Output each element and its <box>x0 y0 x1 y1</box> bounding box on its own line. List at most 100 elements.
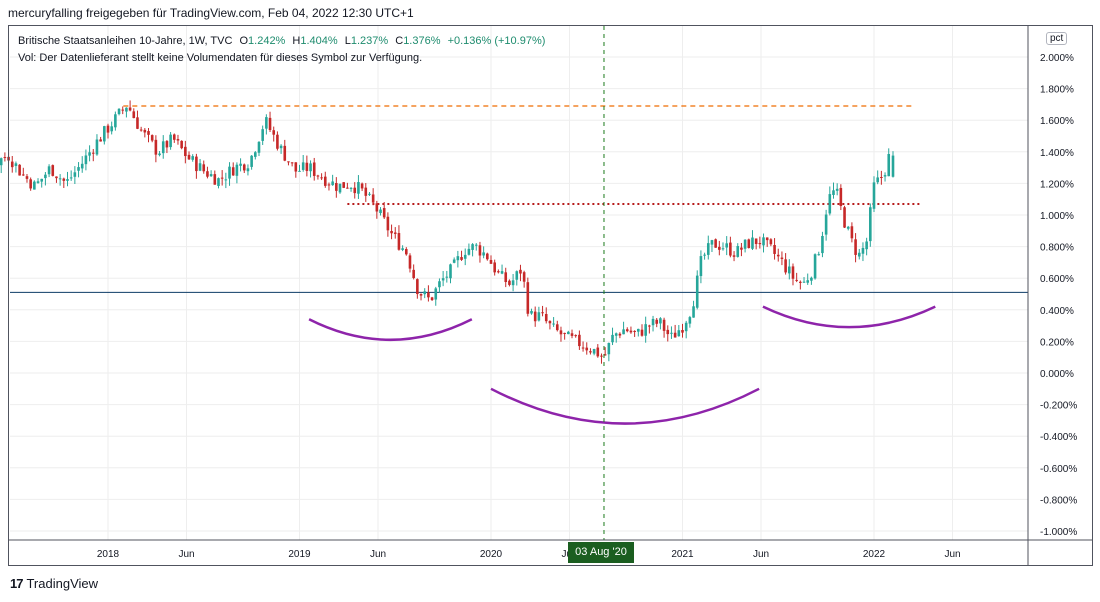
candle-body <box>195 156 198 172</box>
candle-body <box>865 241 868 250</box>
candle-body <box>69 177 73 179</box>
candle-body <box>732 255 736 257</box>
y-tick-label: 0.200% <box>1040 337 1074 348</box>
legend-open-label: O <box>239 35 249 47</box>
chart-frame <box>8 25 1093 566</box>
candle-body <box>670 332 673 334</box>
candle-body <box>515 271 519 280</box>
candle-body <box>33 181 36 190</box>
candle-body <box>784 259 787 273</box>
legend-close-label: C <box>395 35 404 47</box>
candle-body <box>714 239 717 248</box>
candle-body <box>379 209 382 214</box>
candle-body <box>231 167 235 176</box>
candle-body <box>235 164 239 176</box>
candle-body <box>18 164 21 176</box>
candle-body <box>471 244 474 250</box>
candle-body <box>659 318 662 324</box>
candle-body <box>438 281 441 288</box>
candle-body <box>526 282 530 314</box>
candle-body <box>489 259 493 264</box>
candle-body <box>261 129 264 141</box>
y-tick-label: 1.800% <box>1040 85 1074 96</box>
candle-body <box>382 208 386 218</box>
candle-body <box>813 254 817 279</box>
candle-body <box>21 174 25 176</box>
candle-body <box>430 297 434 301</box>
candle-body <box>371 194 375 203</box>
candle-body <box>622 329 625 335</box>
candle-body <box>655 319 659 324</box>
candle-body <box>114 114 117 128</box>
candle-body <box>390 230 393 234</box>
candle-body <box>191 156 195 160</box>
candle-body <box>309 163 312 172</box>
axis-unit-badge[interactable]: pct <box>1046 32 1068 45</box>
y-tick-label: 0.000% <box>1040 369 1074 380</box>
candle-body <box>725 243 728 248</box>
candle-body <box>570 333 574 336</box>
candle-body <box>710 240 714 245</box>
candle-body <box>110 126 113 132</box>
candle-body <box>762 237 765 246</box>
candle-body <box>423 291 427 295</box>
candle-body <box>478 245 482 256</box>
candle-body <box>736 246 740 257</box>
candle-body <box>257 141 261 153</box>
candle-body <box>393 232 397 234</box>
candle-body <box>312 162 316 176</box>
candle-body <box>541 312 544 314</box>
candle-body <box>504 272 508 283</box>
arc-annotation <box>308 318 473 342</box>
candle-body <box>533 311 537 322</box>
candle-body <box>776 254 780 257</box>
candle-body <box>721 248 725 250</box>
candle-body <box>154 139 158 155</box>
candle-body <box>172 134 176 140</box>
candle-body <box>445 276 449 278</box>
annotation-arcs <box>308 305 936 425</box>
candle-body <box>298 170 301 172</box>
candle-body <box>806 280 810 283</box>
x-tick-label: Jun <box>370 549 386 560</box>
candle-body <box>467 248 471 255</box>
candle-body <box>246 168 250 172</box>
candle-body <box>835 188 839 191</box>
candle-body <box>184 146 187 157</box>
candle-body <box>633 330 636 332</box>
candle-body <box>331 181 334 186</box>
candle-body <box>530 310 533 314</box>
candle-body <box>651 318 655 326</box>
candle-body <box>758 243 762 245</box>
candle-body <box>765 237 769 241</box>
candle-body <box>404 249 408 255</box>
candle-body <box>327 184 331 186</box>
candle-body <box>824 214 828 235</box>
candle-body <box>375 203 379 212</box>
candle-body <box>589 351 592 353</box>
x-tick-label: Jun <box>178 549 194 560</box>
candle-body <box>846 226 850 229</box>
candle-body <box>0 158 3 166</box>
footer-brand[interactable]: 17 TradingView <box>10 576 98 591</box>
candle-body <box>180 140 183 149</box>
candle-body <box>666 329 670 335</box>
x-tick-label: 2019 <box>288 549 311 560</box>
candle-body <box>242 164 246 171</box>
candle-body <box>637 328 640 332</box>
candle-body <box>283 145 287 161</box>
candle-body <box>644 324 647 336</box>
candle-body <box>77 167 80 171</box>
candle-body <box>802 281 806 283</box>
candle-body <box>629 330 633 333</box>
candle-body <box>62 178 66 181</box>
candle-body <box>869 207 872 242</box>
candle-body <box>224 179 228 181</box>
candle-body <box>706 243 710 255</box>
candle-body <box>213 174 217 185</box>
candle-body <box>136 117 139 129</box>
candle-body <box>276 134 279 149</box>
candle-body <box>29 179 32 189</box>
candle-body <box>695 275 699 308</box>
